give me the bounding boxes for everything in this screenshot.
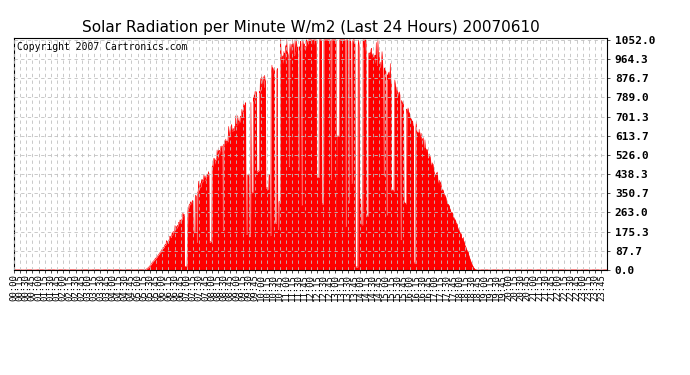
Text: Copyright 2007 Cartronics.com: Copyright 2007 Cartronics.com <box>17 42 187 52</box>
Title: Solar Radiation per Minute W/m2 (Last 24 Hours) 20070610: Solar Radiation per Minute W/m2 (Last 24… <box>81 20 540 35</box>
